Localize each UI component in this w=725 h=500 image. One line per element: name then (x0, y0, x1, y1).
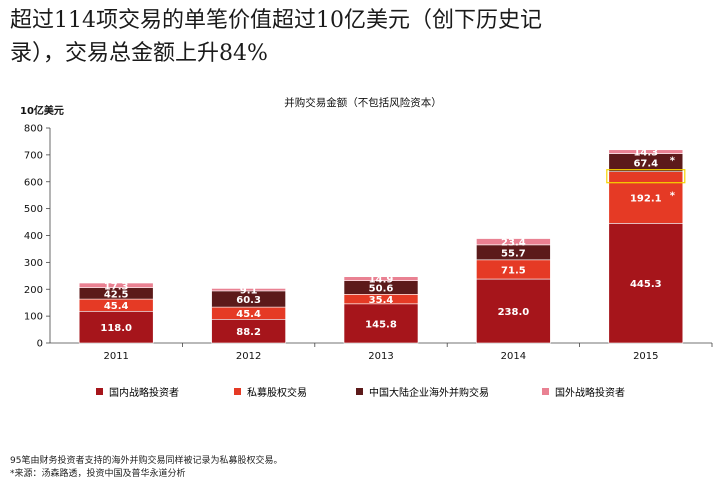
y-tick-label: 700 (24, 150, 43, 161)
asterisk-marker: * (670, 156, 676, 167)
x-tick-label: 2015 (633, 351, 658, 362)
chart-data-labels: 118.045.442.517.388.245.460.39.1145.835.… (100, 148, 686, 338)
headline: 超过114项交易的单笔价值超过10亿美元（创下历史记 录），交易总金额上升84% (10, 4, 710, 70)
data-label: 14.3 (633, 148, 658, 159)
data-label: 60.3 (236, 295, 261, 306)
chart-title: 并购交易金额（不包括风险资本） (284, 96, 442, 109)
legend-swatch (356, 388, 363, 395)
legend-label: 国内战略投资者 (109, 388, 179, 399)
y-tick-label: 600 (24, 177, 43, 188)
asterisk-marker: * (670, 191, 676, 202)
bar-segment (211, 288, 286, 292)
data-label: 145.8 (365, 319, 397, 330)
data-label: 17.3 (104, 281, 129, 292)
data-label: 55.7 (501, 248, 526, 259)
x-tick-label: 2013 (368, 351, 393, 362)
data-label: 35.4 (369, 295, 394, 306)
source-note: *来源：汤森路透，投资中国及普华永道分析 (10, 469, 186, 479)
data-label: 14.9 (369, 275, 394, 286)
y-tick-label: 400 (24, 231, 43, 242)
headline-line-1: 超过114项交易的单笔价值超过10亿美元（创下历史记 (10, 8, 542, 33)
y-tick-label: 0 (37, 339, 43, 350)
stacked-bar-chart: 并购交易金额（不包括风险资本） 10亿美元 0 100 200 300 400 500 60… (20, 96, 713, 362)
data-label: 50.6 (369, 284, 394, 295)
x-tick-label: 2012 (236, 351, 261, 362)
bar-segment (476, 238, 551, 246)
data-label: 118.0 (100, 323, 132, 334)
chart-legend: 国内战略投资者 私募股权交易 中国大陆企业海外并购交易 国外战略投资者 (0, 384, 725, 402)
data-label: 23.4 (501, 238, 526, 249)
data-label: 88.2 (236, 327, 261, 338)
bar-segment (608, 223, 684, 344)
legend-item-private-equity: 私募股权交易 (234, 384, 307, 399)
x-tick-label: 2014 (501, 351, 526, 362)
data-label: 67.4 (633, 159, 658, 170)
bar-segment (78, 282, 154, 288)
bar-segment (608, 171, 684, 224)
y-tick-label: 500 (24, 204, 43, 215)
legend-swatch (542, 388, 549, 395)
y-tick-label: 800 (24, 124, 43, 135)
headline-line-2: 录），交易总金额上升84% (10, 41, 268, 66)
highlight-box (606, 169, 686, 184)
legend-swatch (234, 388, 241, 395)
y-axis-label: 10亿美元 (20, 104, 64, 117)
legend-label: 国外战略投资者 (555, 388, 625, 399)
legend-item-outbound-ma: 中国大陆企业海外并购交易 (356, 384, 489, 399)
legend-label: 私募股权交易 (247, 388, 307, 399)
data-label: 71.5 (501, 265, 526, 276)
bar-segment (476, 278, 551, 344)
chart-bars (78, 149, 684, 344)
bar-segment (343, 276, 419, 282)
data-label: 42.5 (104, 289, 129, 300)
y-tick-label: 200 (24, 285, 43, 296)
footnote: 95笔由财务投资者支持的海外并购交易同样被记录为私募股权交易。 (10, 456, 283, 466)
y-tick-label: 100 (24, 312, 43, 323)
legend-swatch (96, 388, 103, 395)
x-tick-label: 2011 (103, 351, 128, 362)
legend-item-domestic-strategic: 国内战略投资者 (96, 384, 179, 399)
data-label: 238.0 (498, 307, 530, 318)
data-label: 45.4 (236, 309, 261, 320)
legend-item-foreign-strategic: 国外战略投资者 (542, 384, 625, 399)
data-label: 445.3 (630, 279, 662, 290)
bar-segment (608, 149, 684, 154)
legend-label: 中国大陆企业海外并购交易 (369, 388, 489, 399)
chart-axes: 0 100 200 300 400 500 600 700 800 2011 2012 2013 201… (24, 124, 713, 362)
y-tick-label: 300 (24, 258, 43, 269)
data-label: 192.1 (630, 194, 662, 205)
data-label: 45.4 (104, 301, 129, 312)
data-label: 9.1 (240, 286, 258, 297)
